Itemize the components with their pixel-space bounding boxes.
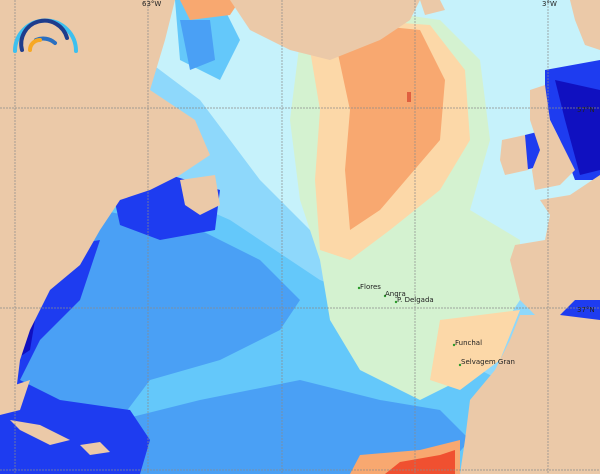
land-greenland: [230, 0, 420, 60]
place-label-selvagem-grande: Selvagem Gran: [461, 358, 515, 366]
land-newfoundland: [180, 175, 220, 215]
land-africa: [460, 315, 600, 474]
place-label-angra: Angra: [385, 290, 406, 298]
place-label-p-delgada: P. Delgada: [397, 296, 434, 304]
land-britain: [530, 85, 575, 190]
place-label-funchal: Funchal: [455, 339, 482, 347]
field-blue-north2: [180, 20, 215, 70]
place-marker-selvagem: [458, 363, 462, 367]
lon-label-3w: 3°W: [542, 0, 557, 8]
lon-label-63w: 63°W: [142, 0, 161, 8]
field-light-orange-sw: [430, 310, 520, 390]
place-marker-p-delgada: [394, 300, 398, 304]
place-markers: Flores Angra P. Delgada Funchal Selvagem…: [357, 283, 515, 367]
field-blue: [0, 200, 470, 474]
place-label-flores: Flores: [360, 283, 381, 291]
land-north-america: [0, 0, 210, 410]
field-orange: [335, 25, 445, 230]
field-red-spot: [407, 92, 411, 102]
wave-arc-logo: [13, 18, 78, 53]
lat-label-57n: 57°N: [577, 106, 595, 114]
field-darkest-blue-ne: [555, 80, 600, 175]
field-orange-top: [180, 0, 240, 20]
land-iceland: [420, 0, 445, 15]
field-red: [385, 450, 455, 474]
land-hispaniola: [80, 442, 110, 455]
place-marker-flores: [357, 286, 361, 290]
lat-label-37n: 37°N: [577, 306, 595, 314]
land-europe: [510, 175, 600, 315]
land-cuba: [10, 420, 70, 445]
land-scandinavia: [570, 0, 600, 50]
land-ireland: [500, 135, 528, 175]
place-marker-funchal: [452, 343, 456, 347]
place-marker-angra: [383, 294, 387, 298]
